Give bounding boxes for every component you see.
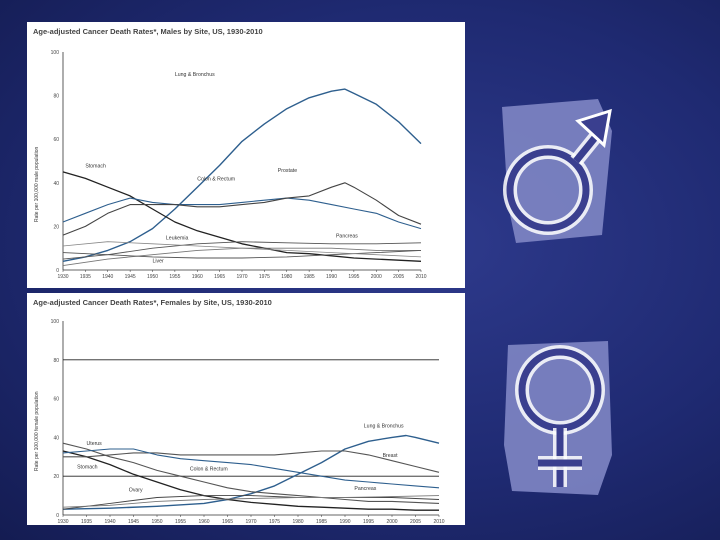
female-chart-svg: 1930 1935 1940 1945 1950 1955 1960 1965 1970 1975… [51,319,445,525]
female-y-tick-label: 40 [53,435,59,441]
female-series-uterus [62,442,440,504]
male-x-tick-label: 1970 [236,274,247,280]
female-x-tick-label: 1960 [198,519,209,525]
male-series-stomach [62,171,422,262]
male-series-label: Leukemia [166,235,189,241]
female-x-tick-label: 1950 [151,519,162,525]
male-x-tick-label: 1955 [169,274,180,280]
male-series-label: Lung & Bronchus [175,72,215,78]
male-x-tick-label: 1935 [80,274,91,280]
female-symbol-icon [504,341,612,495]
male-x-tick-label: 1940 [102,274,113,280]
female-x-tick-label: 1940 [104,519,115,525]
female-x-tick-label: 1930 [57,519,68,525]
male-x-tick-label: 2000 [371,274,382,280]
female-x-tick-label: 1935 [81,519,92,525]
female-y-tick-label: 20 [53,474,59,480]
male-x-tick-label: 1975 [259,274,270,280]
female-x-tick-label: 2005 [410,519,421,525]
male-series-unlabeled [62,241,422,258]
male-series-lung-bronchus [62,88,422,262]
female-x-tick-label: 1995 [363,519,374,525]
male-x-tick-label: 1930 [57,274,68,280]
male-x-tick-label: 1985 [304,274,315,280]
male-x-tick-label: 1960 [192,274,203,280]
female-series-label: Uterus [87,441,103,447]
female-series-label: Stomach [77,464,98,470]
female-x-tick-label: 1975 [269,519,280,525]
female-series-label: Lung & Bronchus [364,424,404,430]
female-chart-ylabel: Rate per 100,000 female population [34,391,40,471]
male-series-prostate [62,182,422,236]
male-x-tick-label: 1990 [326,274,337,280]
female-x-tick-label: 1990 [339,519,350,525]
female-series-lung-bronchus [62,434,440,510]
male-y-tick-label: 40 [53,181,59,187]
female-series-label: Colon & Rectum [190,466,228,472]
male-y-tick-label: 60 [53,137,59,143]
male-series-leukemia [62,247,421,267]
female-series-colon-rectum [62,448,440,489]
male-x-tick-label: 1950 [147,274,158,280]
male-chart-title: Age-adjusted Cancer Death Rates*, Males … [33,27,263,36]
male-chart-panel: 1930 1935 1940 1945 1950 1955 1960 1965 1970 1975… [27,22,465,288]
male-x-tick-label: 1995 [348,274,359,280]
male-x-tick-label: 2010 [415,274,426,280]
female-series-label: Breast [383,453,399,459]
female-series-label: Pancreas [354,486,376,492]
female-x-tick-label: 1945 [128,519,139,525]
male-y-tick-label: 0 [56,268,59,274]
male-series-label: Prostate [278,168,297,174]
male-x-tick-label: 1945 [125,274,136,280]
male-x-tick-label: 1980 [281,274,292,280]
male-series-liver [62,249,422,259]
male-x-tick-label: 1965 [214,274,225,280]
male-series-colon-rectum [62,197,422,230]
male-chart-svg: 1930 1935 1940 1945 1950 1955 1960 1965 1970 1975… [51,50,427,280]
female-series-label: Ovary [129,488,143,494]
male-symbol-icon [502,99,612,243]
male-chart-ylabel: Rate per 100,000 male population [34,146,40,222]
female-x-tick-label: 1965 [222,519,233,525]
male-series-label: Stomach [85,164,106,170]
female-series-ovary [62,495,440,510]
female-y-tick-label: 80 [53,358,59,364]
male-series-pancreas [62,241,422,260]
female-x-tick-label: 2010 [433,519,444,525]
female-series-pancreas [62,495,440,508]
male-y-tick-label: 100 [51,50,60,56]
female-x-tick-label: 1970 [245,519,256,525]
male-x-tick-label: 2005 [393,274,404,280]
gender-symbols [502,99,612,495]
male-series-label: Liver [153,258,165,264]
female-x-tick-label: 1985 [316,519,327,525]
female-chart-panel: 1930 1935 1940 1945 1950 1955 1960 1965 1970 1975… [27,293,465,525]
female-x-tick-label: 1955 [175,519,186,525]
female-series-stomach [62,450,439,511]
female-series-breast [63,450,440,473]
female-x-tick-label: 1980 [292,519,303,525]
female-y-tick-label: 0 [56,513,59,519]
male-series-label: Colon & Rectum [197,177,235,183]
female-chart-title: Age-adjusted Cancer Death Rates*, Female… [33,298,272,307]
male-series-label: Pancreas [336,233,358,239]
female-y-tick-label: 60 [53,397,59,403]
female-y-tick-label: 100 [51,319,60,325]
male-y-tick-label: 80 [53,94,59,100]
female-x-tick-label: 2000 [386,519,397,525]
male-y-tick-label: 20 [53,224,59,230]
